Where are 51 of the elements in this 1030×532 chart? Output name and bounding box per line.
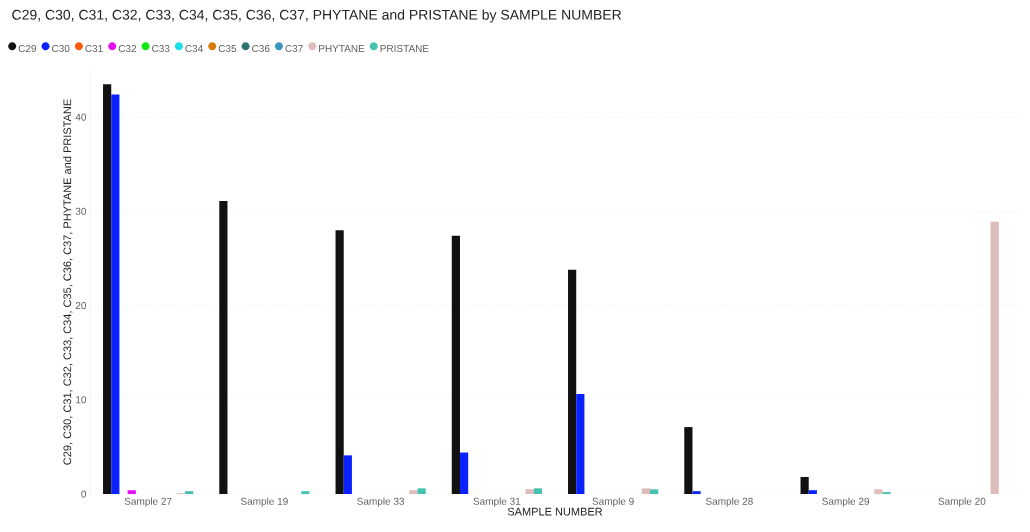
y-tick-label: 30 [75,207,87,215]
y-tick-label: 10 [76,396,87,404]
y-tick-label: 0 [81,490,87,498]
legend-label: C37 [285,44,303,53]
bar [641,488,651,494]
bar [103,84,112,494]
x-tick-label: Sample 28 [705,497,753,507]
bar [451,235,460,494]
bar [874,489,883,494]
x-tick-label: Sample 33 [357,497,405,507]
bar [808,490,817,494]
x-axis-title: SAMPLE NUMBER [507,507,603,516]
legend-label: C36 [252,44,270,53]
x-tick-label: Sample 29 [822,497,870,507]
x-tick-label: Sample 20 [938,497,986,507]
legend-label: PHYTANE [319,45,365,52]
bar [459,452,469,494]
x-tick-label: Sample 31 [473,497,521,507]
legend-label: C35 [218,44,237,53]
bar [417,488,426,494]
bar [525,489,534,494]
legend-label: C33 [152,44,170,53]
bar [343,455,352,494]
bar [301,491,310,494]
bar [127,490,136,494]
bar [111,94,120,494]
legend-label: C31 [85,44,103,53]
x-tick-label: Sample 19 [240,497,288,507]
x-tick-label: Sample 9 [592,497,634,507]
legend-label: C32 [118,44,137,53]
legend-label: C30 [52,44,70,53]
legend-label: PRISTANE [380,44,429,53]
bar [219,200,228,494]
chart-title: C29, C30, C31, C32, C33, C34, C35, C36, C37, PHYTANE and PRISTANE by SAMPLE NUMBER [12,9,622,23]
x-tick-label: Sample 27 [124,497,172,507]
bar [533,488,542,494]
legend-label: C34 [185,44,203,53]
bar [568,269,577,494]
bar [409,490,418,494]
bar [692,491,701,494]
bar [684,427,693,494]
bar [576,394,585,494]
bar [990,221,999,494]
y-tick-label: 40 [75,113,87,121]
bar [185,491,194,494]
legend-label: C29 [18,44,37,53]
bar [335,230,344,494]
y-tick-label: 20 [75,302,87,310]
bar [650,489,659,494]
bar [800,477,809,494]
y-axis-title: C29, C30, C31, C32, C33, C34, C35, C36, C37, PHYTANE and PRISTANE [63,99,73,465]
